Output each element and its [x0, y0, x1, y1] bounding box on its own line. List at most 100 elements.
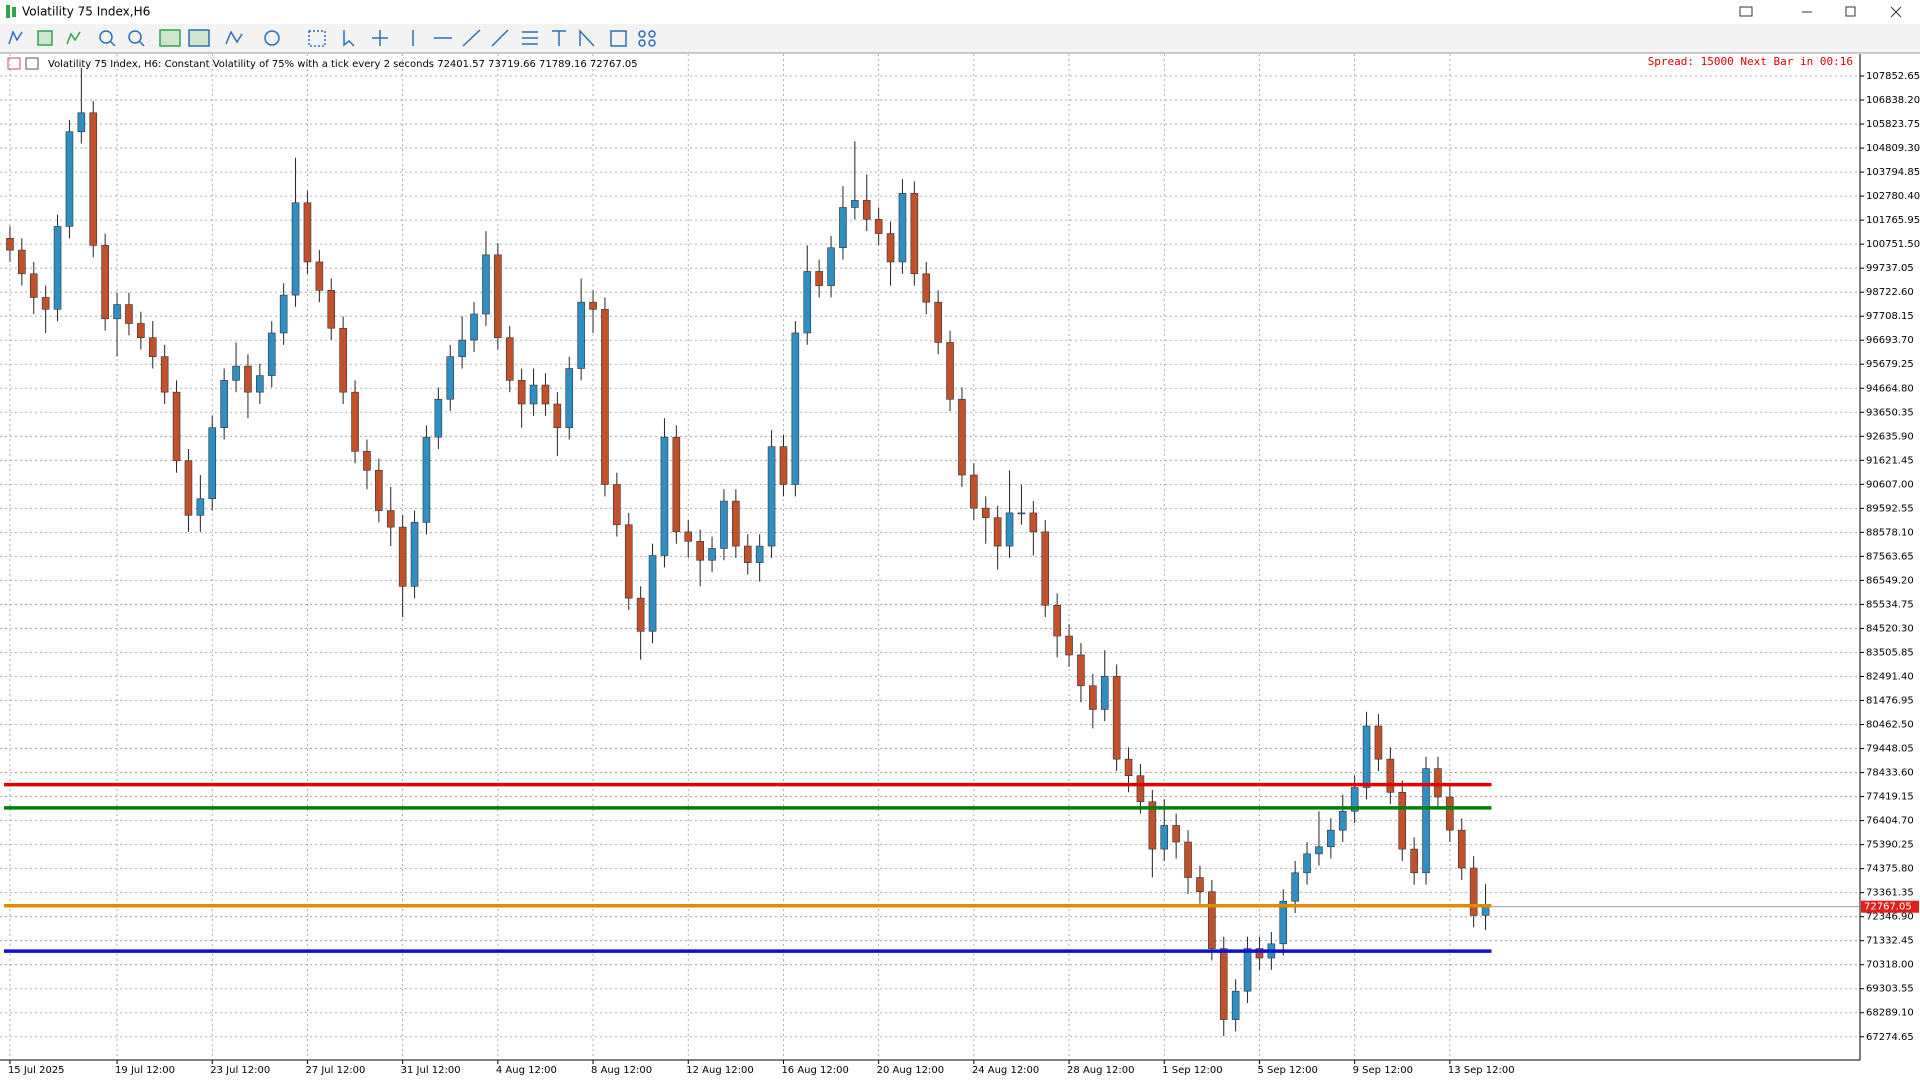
- y-tick-label: 87563.65: [1866, 551, 1914, 562]
- candle-body: [874, 219, 883, 234]
- candle-body: [148, 337, 157, 357]
- candle-body: [434, 398, 443, 438]
- candle-body: [1112, 675, 1121, 760]
- candle-body: [993, 517, 1002, 547]
- candle-body: [410, 522, 419, 587]
- y-tick-label: 90607.00: [1866, 479, 1914, 490]
- y-tick-label: 74375.80: [1866, 864, 1914, 875]
- candle-body: [1208, 891, 1216, 949]
- candle-body: [446, 356, 455, 400]
- y-tick-label: 107852.65: [1866, 71, 1920, 82]
- candle-body: [1184, 841, 1192, 878]
- last-close: 72767.05: [590, 59, 638, 70]
- candle-body: [1053, 604, 1061, 637]
- app-icon: [6, 5, 16, 18]
- y-tick-label: 71332.45: [1866, 936, 1914, 947]
- y-tick-label: 68289.10: [1866, 1008, 1914, 1019]
- y-tick-label: 72346.90: [1866, 912, 1914, 923]
- candle-body: [1124, 758, 1133, 777]
- x-tick-label: 31 Jul 12:00: [401, 1065, 461, 1076]
- candle-body: [958, 398, 966, 476]
- last-high: 73719.66: [488, 59, 536, 70]
- candle-body: [125, 304, 133, 324]
- candle-body: [1243, 948, 1252, 992]
- candle-body: [470, 313, 478, 341]
- y-tick-label: 67274.65: [1866, 1032, 1914, 1043]
- candle-body: [291, 202, 300, 296]
- status-text: Spread: 15000 Next Bar in 00:16: [1648, 55, 1853, 68]
- candle-body: [1136, 775, 1145, 803]
- candle-body: [862, 200, 871, 220]
- candle-body: [65, 131, 74, 227]
- candle-body: [815, 271, 823, 286]
- candle-body: [589, 301, 597, 310]
- candle-body: [1386, 758, 1395, 793]
- window-controls[interactable]: [1739, 6, 1902, 18]
- y-tick-label: 86549.20: [1866, 575, 1914, 586]
- candle-body: [624, 524, 633, 599]
- candle-body: [1279, 900, 1288, 945]
- candle-body: [1362, 725, 1371, 788]
- candle-body: [1172, 825, 1180, 843]
- candle-body: [267, 332, 276, 376]
- candle-body: [720, 500, 728, 549]
- candle-body: [1350, 787, 1359, 812]
- candle-body: [1148, 801, 1157, 850]
- candle-body: [839, 207, 847, 249]
- y-tick-label: 96693.70: [1866, 335, 1914, 346]
- y-tick-label: 73361.35: [1866, 888, 1914, 899]
- candle-body: [6, 237, 14, 251]
- candle-body: [696, 541, 704, 561]
- candle-body: [910, 192, 919, 275]
- y-tick-label: 88578.10: [1866, 527, 1914, 538]
- candle-body: [386, 510, 395, 528]
- candle-body: [375, 469, 383, 511]
- candle-body: [398, 526, 407, 587]
- chart-header: Volatility 75 Index, H6: Constant Volati…: [7, 55, 1853, 70]
- candle-body: [363, 451, 371, 471]
- y-tick-label: 83505.85: [1866, 647, 1914, 658]
- candle-body: [898, 192, 907, 263]
- candle-body: [1089, 685, 1097, 710]
- candle-body: [708, 548, 716, 561]
- x-tick-label: 19 Jul 12:00: [115, 1065, 175, 1076]
- toolbar-icons[interactable]: [8, 29, 656, 47]
- candle-body: [672, 436, 681, 533]
- candle-body: [970, 474, 978, 509]
- candle-body: [244, 365, 252, 393]
- candle-body: [1160, 825, 1169, 850]
- candle-body: [18, 249, 26, 275]
- y-tick-label: 78433.60: [1866, 768, 1914, 779]
- candle-body: [1231, 990, 1240, 1020]
- x-tick-label: 1 Sep 12:00: [1162, 1065, 1222, 1076]
- y-tick-label: 104809.30: [1866, 143, 1920, 154]
- candle-body: [77, 112, 86, 133]
- candle-body: [732, 500, 740, 547]
- candle-body: [755, 545, 764, 563]
- y-tick-label: 97708.15: [1866, 311, 1914, 322]
- chart-header-text: Volatility 75 Index, H6: Constant Volati…: [48, 59, 638, 70]
- candle-body: [1017, 512, 1026, 515]
- candle-body: [1338, 810, 1347, 831]
- candle-body: [482, 254, 490, 315]
- y-tick-label: 105823.75: [1866, 119, 1920, 130]
- y-tick-label: 76404.70: [1866, 816, 1914, 827]
- candle-body: [160, 356, 169, 393]
- candle-body: [1481, 906, 1490, 916]
- candle-body: [565, 368, 574, 428]
- candle-body: [577, 301, 585, 369]
- y-tick-label: 98722.60: [1866, 287, 1914, 298]
- candle-body: [946, 342, 954, 400]
- candle-body: [1219, 948, 1228, 1020]
- window-title: Volatility 75 Index,H6: [22, 5, 150, 19]
- candle-body: [613, 484, 621, 526]
- x-tick-label: 5 Sep 12:00: [1257, 1065, 1317, 1076]
- x-tick-label: 12 Aug 12:00: [686, 1065, 753, 1076]
- candle-body: [256, 375, 264, 393]
- candle-body: [1291, 872, 1299, 902]
- candle-body: [1041, 531, 1050, 606]
- candle-body: [886, 233, 895, 263]
- y-tick-label: 93650.35: [1866, 407, 1914, 418]
